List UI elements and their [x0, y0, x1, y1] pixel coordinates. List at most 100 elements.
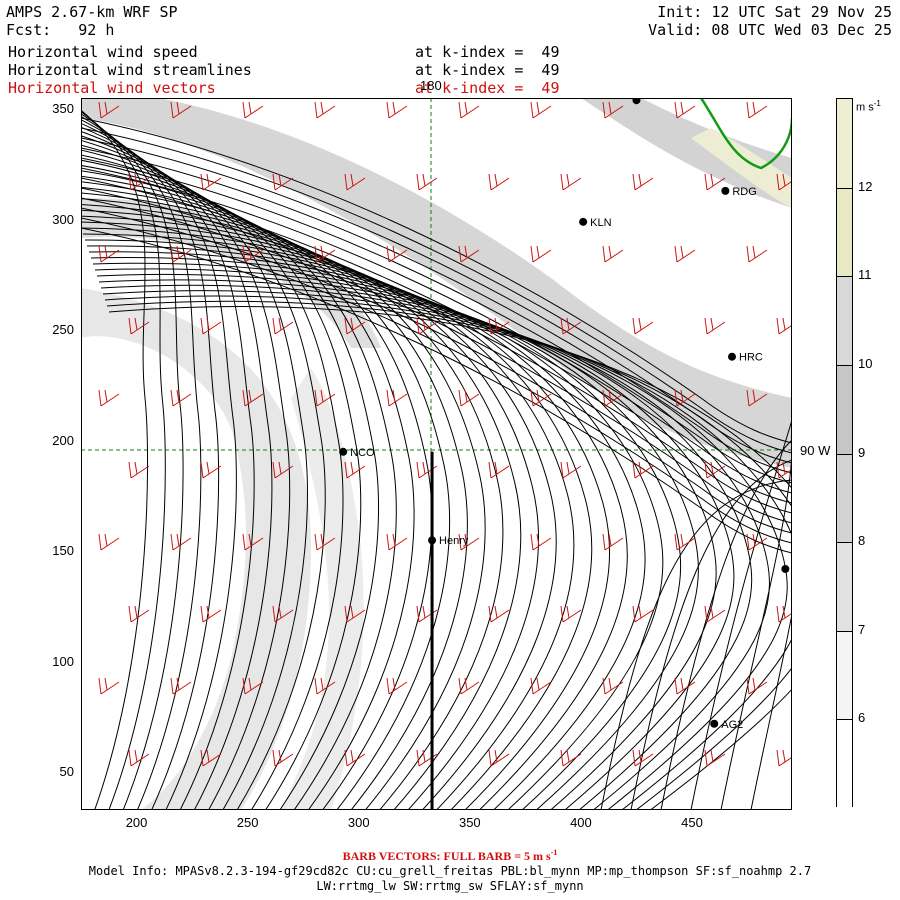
wind-barb: [200, 605, 222, 623]
wind-barb: [776, 317, 792, 335]
wind-barb: [242, 245, 264, 263]
x-tick-label: 450: [681, 815, 703, 830]
wind-barb: [560, 605, 582, 623]
wind-barb: [746, 101, 768, 119]
wind-barb: [416, 173, 438, 191]
station-marker: [339, 447, 348, 456]
wind-barb: [128, 173, 150, 191]
wind-streamlines: [81, 109, 792, 810]
wind-barb: [602, 389, 624, 407]
wind-barb: [458, 101, 480, 119]
wind-barb: [632, 461, 654, 479]
station-label: AG2: [721, 719, 743, 731]
wind-barb: [776, 605, 792, 623]
y-tick-label: 200: [52, 432, 74, 448]
wind-barb: [344, 317, 366, 335]
wind-barb: [458, 389, 480, 407]
wind-barb: [344, 461, 366, 479]
streamline: [81, 221, 575, 810]
wind-barb: [704, 173, 726, 191]
streamline: [86, 245, 646, 810]
wind-barb: [128, 749, 150, 767]
streamline: [81, 192, 486, 810]
y-tick-label: 300: [52, 211, 74, 227]
colorbar-segment: [837, 630, 852, 720]
wind-barb: [674, 533, 696, 551]
wind-barb: [674, 101, 696, 119]
field-name-vectors: Horizontal wind vectors: [8, 79, 216, 97]
streamline: [720, 400, 792, 810]
wind-barb: [704, 461, 726, 479]
colorbar-level: 11: [858, 267, 872, 283]
wind-barb: [560, 461, 582, 479]
wind-barb: [98, 389, 120, 407]
streamline: [81, 197, 792, 524]
wind-barb: [488, 317, 510, 335]
streamline: [690, 419, 792, 810]
station-label: Henry: [439, 535, 469, 547]
wind-barb: [344, 749, 366, 767]
colorbar-segment: [837, 276, 852, 365]
colorbar-segment: [837, 364, 852, 454]
streamline: [600, 479, 792, 810]
colorbar-segment: [837, 719, 852, 808]
wind-barb: [98, 677, 120, 695]
station-marker: [781, 564, 790, 573]
wind-barb: [128, 605, 150, 623]
station-marker: [579, 217, 588, 226]
wind-barb: [314, 245, 336, 263]
streamline: [81, 217, 792, 544]
wind-barb: [530, 245, 552, 263]
station-marker: [728, 352, 737, 361]
wind-barb: [344, 173, 366, 191]
wind-barb: [170, 245, 192, 263]
wind-barb: [242, 101, 264, 119]
colorbar: [836, 98, 853, 808]
wind-barb: [272, 605, 294, 623]
wind-barb: [314, 677, 336, 695]
wind-barb: [272, 461, 294, 479]
field-level-vectors: at k-index = 49: [415, 79, 560, 97]
streamline: [81, 187, 792, 514]
wind-barb: [776, 173, 792, 191]
forecast-hour: Fcst: 92 h: [6, 21, 115, 39]
wind-barb: [170, 101, 192, 119]
x-tick-label: 250: [236, 815, 259, 830]
streamline: [660, 439, 792, 810]
wind-barb: [530, 101, 552, 119]
streamline: [81, 167, 792, 494]
wind-barb: [704, 605, 726, 623]
wind-map: NCO Henry KLN RDG HRC AG2: [81, 98, 792, 810]
x-tick-label: 200: [125, 815, 148, 830]
wind-barb: [674, 245, 696, 263]
model-title: AMPS 2.67-km WRF SP: [6, 3, 178, 21]
wind-barb: [488, 461, 510, 479]
streamline: [81, 144, 326, 810]
colorbar-level: 6: [858, 710, 866, 726]
wind-barb: [200, 317, 222, 335]
barb-note: BARB VECTORS: FULL BARB = 5 m s-1: [342, 848, 558, 863]
colorbar-units: m s-1: [856, 99, 881, 114]
wind-barb: [272, 173, 294, 191]
init-time: Init: 12 UTC Sat 29 Nov 25: [657, 3, 892, 21]
x-tick-label: 350: [458, 815, 481, 830]
wind-barb: [458, 677, 480, 695]
wind-barb: [488, 173, 510, 191]
wind-barb: [98, 101, 120, 119]
streamline: [96, 273, 735, 810]
streamline: [81, 207, 792, 534]
wind-barb: [128, 461, 150, 479]
station-label: KLN: [590, 217, 611, 229]
wind-barb: [632, 749, 654, 767]
wind-barb: [776, 461, 792, 479]
wind-barb: [560, 317, 582, 335]
wind-barb: [458, 245, 480, 263]
colorbar-segment: [837, 99, 852, 188]
station-label: HRC: [739, 352, 763, 364]
colorbar-level: 8: [858, 533, 866, 549]
streamline: [81, 109, 149, 810]
wind-barb: [776, 749, 792, 767]
colorbar-segment: [837, 542, 852, 631]
wind-barb: [272, 749, 294, 767]
field-name-speed: Horizontal wind speed: [8, 43, 198, 61]
